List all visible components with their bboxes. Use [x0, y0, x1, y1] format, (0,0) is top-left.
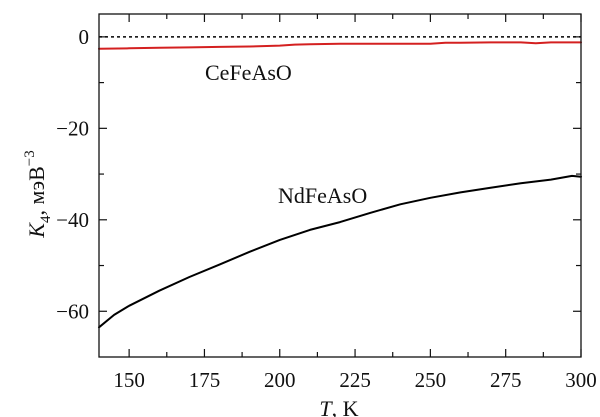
- y-axis-title-subscript: 4: [38, 215, 54, 223]
- y-tick-label: −60: [56, 299, 89, 323]
- series-line-cefeaso: [98, 41, 582, 50]
- x-axis-title-variable: T: [319, 396, 333, 417]
- series-label-cefeaso: CeFeAsO: [205, 60, 292, 85]
- x-tick-label: 175: [189, 368, 221, 392]
- x-axis-title-unit: , K: [332, 396, 359, 417]
- x-tick-label: 275: [490, 368, 522, 392]
- y-axis-title: K4, мэВ−3: [22, 150, 54, 238]
- series-label-ndfeaso: NdFeAsO: [278, 183, 367, 208]
- y-axis-title-variable: K: [24, 222, 49, 239]
- x-tick-label: 200: [264, 368, 296, 392]
- y-tick-label: 0: [79, 25, 90, 49]
- y-tick-label: −20: [56, 116, 89, 140]
- y-tick-label: −40: [56, 208, 89, 232]
- tick-labels: 150 175 200 225 250 275 300 0 −20 −40 −60: [56, 25, 597, 392]
- series-line-ndfeaso: [98, 174, 582, 329]
- plot-frame: [98, 13, 582, 358]
- x-tick-label: 150: [113, 368, 145, 392]
- y-axis-title-superscript: −3: [22, 150, 38, 166]
- x-tick-label: 300: [565, 368, 597, 392]
- x-tick-label: 225: [339, 368, 371, 392]
- y-axis-title-unit: , мэВ: [24, 166, 49, 215]
- x-axis-title: T, K: [319, 396, 358, 417]
- data-layer: [98, 36, 582, 329]
- x-tick-label: 250: [415, 368, 447, 392]
